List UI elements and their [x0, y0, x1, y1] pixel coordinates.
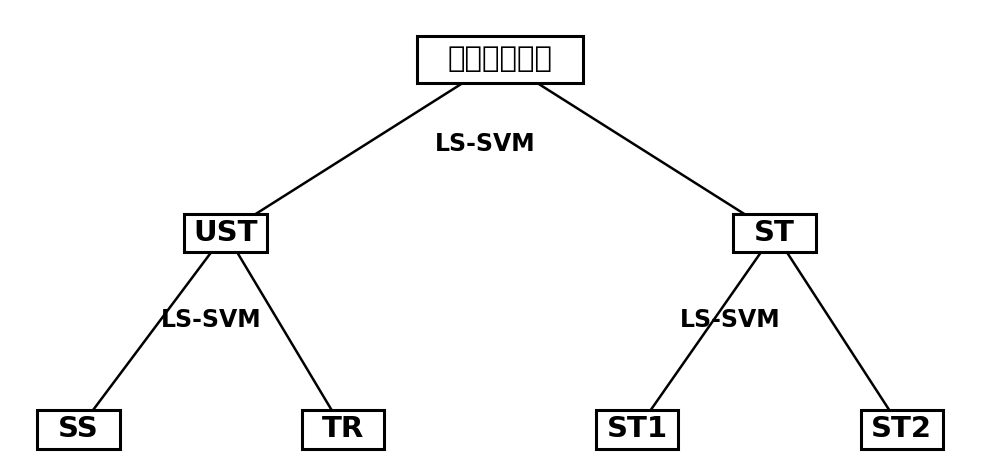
Text: LS-SVM: LS-SVM: [161, 308, 261, 332]
Text: LS-SVM: LS-SVM: [435, 132, 536, 156]
Text: UST: UST: [193, 219, 258, 247]
Text: TR: TR: [322, 415, 364, 443]
Bar: [861, 410, 943, 449]
Bar: [417, 36, 583, 83]
Bar: [733, 214, 816, 252]
Bar: [733, 214, 816, 252]
Text: ST2: ST2: [871, 415, 932, 443]
Bar: [184, 214, 267, 252]
Bar: [302, 410, 384, 449]
Bar: [302, 410, 384, 449]
Text: 未知流型样本: 未知流型样本: [448, 46, 552, 74]
Text: ST: ST: [754, 219, 795, 247]
Bar: [184, 214, 267, 252]
Bar: [861, 410, 943, 449]
Text: LS-SVM: LS-SVM: [680, 308, 781, 332]
Text: ST1: ST1: [607, 415, 668, 443]
Text: SS: SS: [58, 415, 99, 443]
Bar: [37, 410, 120, 449]
Bar: [596, 410, 678, 449]
Bar: [596, 410, 678, 449]
Bar: [37, 410, 120, 449]
Bar: [417, 36, 583, 83]
